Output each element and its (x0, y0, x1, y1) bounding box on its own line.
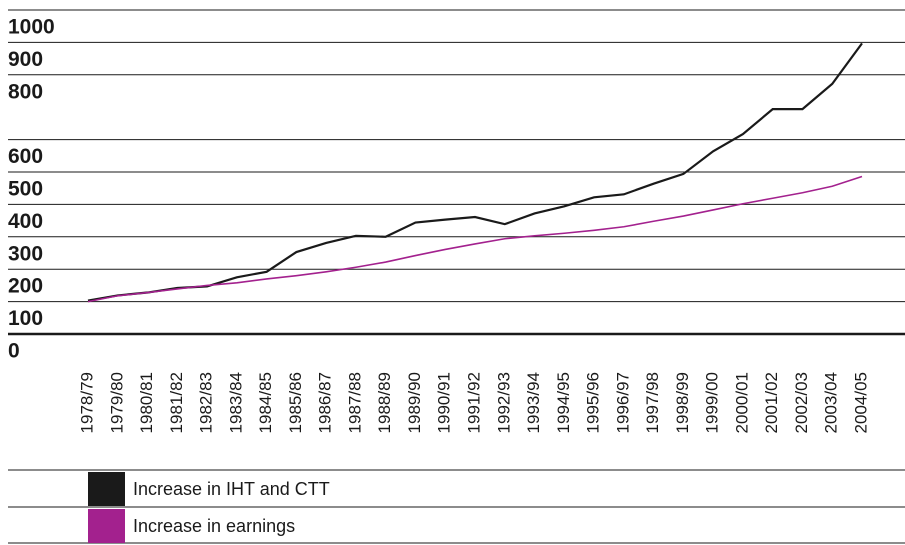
x-tick-label: 1990/91 (435, 372, 454, 433)
x-tick-label: 1986/87 (316, 372, 335, 433)
x-tick-label: 1989/90 (405, 372, 424, 433)
x-tick-label: 1995/96 (584, 372, 603, 433)
x-tick-label: 2004/05 (851, 372, 870, 433)
x-tick-label: 1998/99 (673, 372, 692, 433)
y-tick-label: 600 (8, 145, 43, 168)
x-tick-label: 2001/02 (762, 372, 781, 433)
y-tick-label: 100 (8, 307, 43, 330)
series-line (87, 42, 863, 302)
x-tick-label: 1978/79 (77, 372, 96, 433)
y-tick-label: 900 (8, 48, 43, 71)
x-tick-label: 1980/81 (137, 372, 156, 433)
x-tick-label: 1991/92 (464, 372, 483, 433)
x-tick-label: 1996/97 (613, 372, 632, 433)
x-tick-label: 1981/82 (167, 372, 186, 433)
y-tick-label: 0 (8, 340, 20, 363)
x-tick-label: 1987/88 (345, 372, 364, 433)
y-tick-label: 500 (8, 178, 43, 201)
y-tick-label: 400 (8, 210, 43, 233)
y-tick-label: 1000 (8, 16, 55, 39)
legend-label: Increase in earnings (133, 516, 295, 536)
y-tick-label: 300 (8, 242, 43, 265)
x-tick-label: 1982/83 (197, 372, 216, 433)
y-tick-label: 200 (8, 275, 43, 298)
x-tick-label: 2003/04 (822, 372, 841, 433)
legend-label: Increase in IHT and CTT (133, 479, 330, 499)
series-line (87, 175, 863, 303)
y-tick-label: 800 (8, 80, 43, 103)
x-tick-label: 2000/01 (732, 372, 751, 433)
x-tick-label: 1993/94 (524, 372, 543, 433)
x-tick-label: 1999/00 (703, 372, 722, 433)
x-tick-label: 1985/86 (286, 372, 305, 433)
x-tick-label: 2002/03 (792, 372, 811, 433)
x-tick-label: 1994/95 (554, 372, 573, 433)
legend-swatch (88, 472, 125, 506)
x-tick-label: 1988/89 (375, 372, 394, 433)
x-tick-label: 1984/85 (256, 372, 275, 433)
x-tick-label: 1992/93 (494, 372, 513, 433)
legend-swatch (88, 509, 125, 543)
x-tick-label: 1997/98 (643, 372, 662, 433)
x-tick-label: 1983/84 (226, 372, 245, 433)
x-tick-label: 1979/80 (107, 372, 126, 433)
